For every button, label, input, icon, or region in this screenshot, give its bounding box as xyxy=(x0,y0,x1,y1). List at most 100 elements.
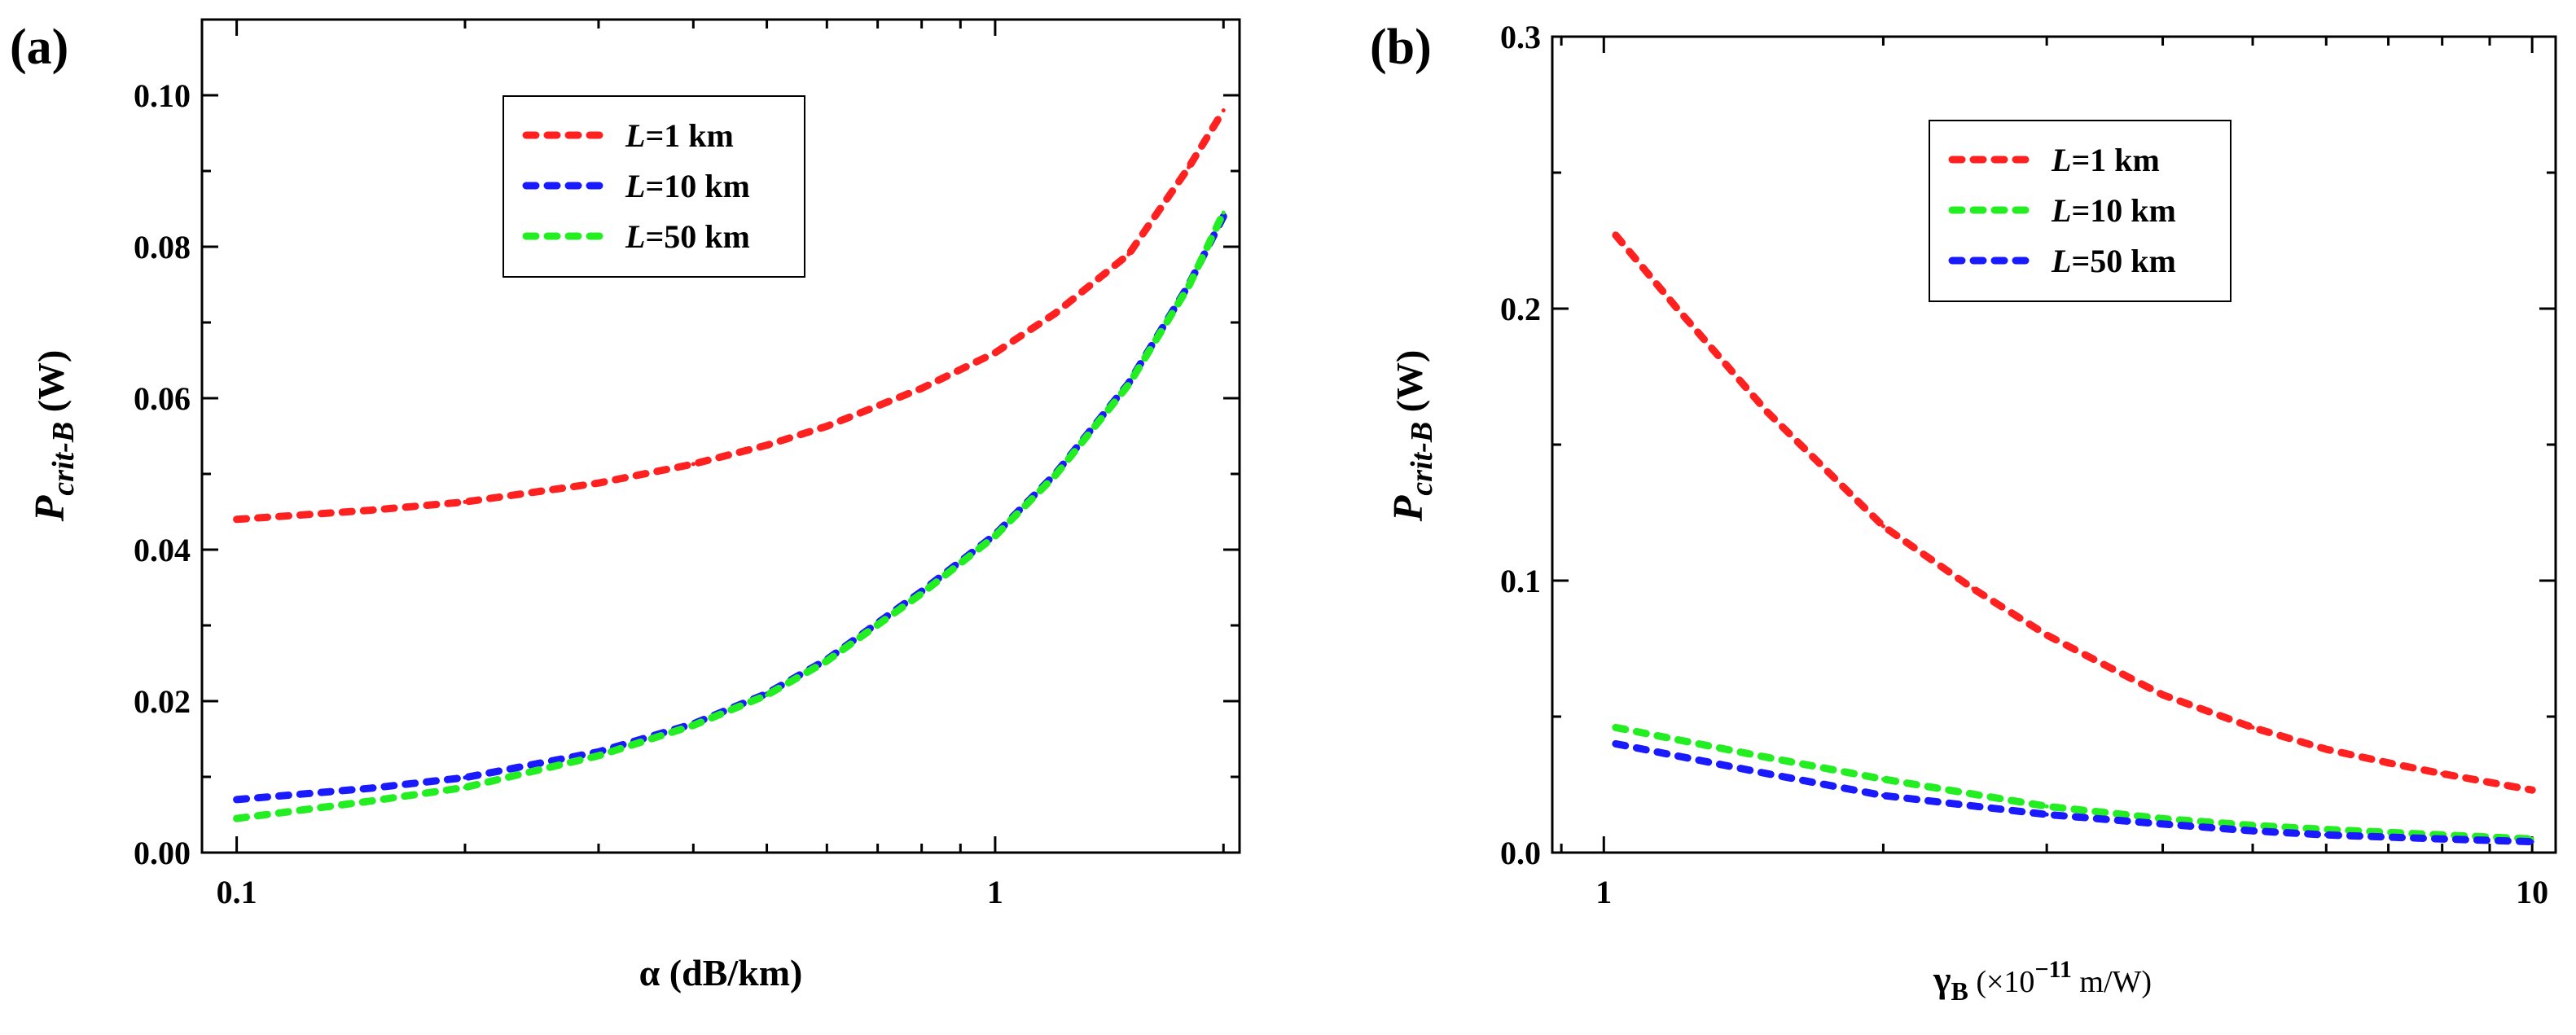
data-point xyxy=(235,797,239,802)
series-line xyxy=(1612,231,2536,794)
legend-var: L xyxy=(625,117,645,154)
panel-label: (a) xyxy=(10,20,68,75)
data-point xyxy=(368,799,373,804)
data-point xyxy=(2440,836,2445,841)
y-tick-label: 0.04 xyxy=(134,532,191,568)
data-point xyxy=(2324,747,2328,752)
data-point xyxy=(2161,822,2166,827)
data-point xyxy=(1126,252,1131,257)
data-point xyxy=(2250,725,2255,730)
y-tick-label: 0.0 xyxy=(1500,835,1541,871)
x-tick-label: 10 xyxy=(2516,874,2548,910)
data-point xyxy=(2161,692,2166,697)
x-axis-label-unit: (×10 xyxy=(1968,965,2035,999)
data-point xyxy=(824,659,829,664)
data-point xyxy=(2161,816,2166,821)
y-axis-label-sub: crit-B xyxy=(1405,422,1439,496)
y-axis-label: Pcrit-B (W) xyxy=(27,350,81,523)
legend-value: =10 km xyxy=(2071,192,2175,229)
data-point xyxy=(2250,828,2255,833)
y-axis-label-main: P xyxy=(27,494,73,522)
legend-label: L=10 km xyxy=(2051,192,2176,229)
y-tick-label: 0.02 xyxy=(134,683,191,720)
data-point xyxy=(993,350,998,355)
y-tick-label: 0.08 xyxy=(134,229,191,265)
legend-var: L xyxy=(625,218,645,255)
data-point xyxy=(1765,755,1770,760)
y-tick-label: 0.00 xyxy=(134,835,191,871)
legend-value: =50 km xyxy=(2071,243,2175,279)
data-point xyxy=(1971,586,1976,591)
data-point xyxy=(1053,473,1058,478)
y-axis-label-unit: (W) xyxy=(30,350,72,422)
y-tick-label: 0.10 xyxy=(134,77,191,114)
y-tick-label: 0.06 xyxy=(134,380,191,417)
data-point xyxy=(1187,164,1191,169)
data-point xyxy=(1053,311,1058,316)
data-point xyxy=(2044,633,2049,638)
panel-b: 0.00.10.20.31 10L=1 kmL=10 kmL=50 km(b)γB… xyxy=(1370,19,2557,1006)
data-point xyxy=(919,386,924,391)
data-point xyxy=(2440,771,2445,776)
y-tick-label: 0.2 xyxy=(1500,291,1541,327)
legend-var: L xyxy=(2051,243,2071,279)
legend-value: =1 km xyxy=(645,117,733,154)
data-point xyxy=(2044,812,2049,817)
x-axis-label: α (dB/km) xyxy=(639,952,803,993)
x-tick-label: 0.1 xyxy=(217,874,257,910)
legend-label: L=50 km xyxy=(625,218,750,255)
y-tick-label: 0.1 xyxy=(1500,563,1541,599)
data-point xyxy=(1613,741,1618,746)
legend-label: L=10 km xyxy=(625,168,750,204)
data-point xyxy=(2386,761,2391,765)
data-point xyxy=(596,480,601,485)
data-point xyxy=(2530,787,2534,792)
plot-frame xyxy=(200,18,1241,854)
data-point xyxy=(1613,233,1618,238)
y-axis-label-main: P xyxy=(1385,494,1432,522)
panel-a: 0.000.020.040.060.080.100.1 1L=1 kmL=10 k… xyxy=(10,18,1241,993)
legend-label: L=50 km xyxy=(2051,243,2176,279)
legend-var: L xyxy=(2051,142,2071,178)
data-point xyxy=(1613,725,1618,730)
data-point xyxy=(2044,804,2049,809)
data-point xyxy=(1880,777,1885,782)
x-axis-label: γB (×10−11 m/W) xyxy=(1933,956,2152,1006)
data-point xyxy=(691,462,696,467)
data-point xyxy=(463,785,467,790)
data-point xyxy=(2324,827,2328,832)
x-tick-label: 1 xyxy=(987,874,1003,910)
series-line xyxy=(1612,739,2536,846)
x-axis-label-sup: −11 xyxy=(2034,956,2071,983)
series-line xyxy=(1612,723,2536,843)
data-point xyxy=(1126,382,1131,387)
data-point xyxy=(919,591,924,596)
data-point xyxy=(1221,210,1226,215)
data-point xyxy=(765,693,770,698)
data-point xyxy=(368,786,373,791)
legend-label: L=1 km xyxy=(625,117,734,154)
data-point xyxy=(235,517,239,522)
data-point xyxy=(1880,524,1885,528)
y-tick-label: 0.3 xyxy=(1500,19,1541,55)
data-point xyxy=(1675,306,1680,311)
y-axis-label-unit: (W) xyxy=(1389,350,1430,422)
data-point xyxy=(824,423,829,428)
legend-value: =1 km xyxy=(2071,142,2159,178)
data-point xyxy=(2530,840,2534,844)
data-point xyxy=(2250,823,2255,828)
data-point xyxy=(2324,832,2328,837)
x-tick-label: 1 xyxy=(1595,874,1612,910)
data-point xyxy=(1187,283,1191,288)
data-point xyxy=(691,723,696,728)
x-axis-label-main: γ xyxy=(1933,958,1951,1000)
data-point xyxy=(368,508,373,513)
x-axis-label-sub: B xyxy=(1951,976,1968,1006)
data-point xyxy=(1765,771,1770,776)
data-point xyxy=(596,753,601,758)
legend-value: =10 km xyxy=(645,168,749,204)
data-point xyxy=(235,816,239,821)
data-point xyxy=(1765,410,1770,414)
data-point xyxy=(993,533,998,538)
